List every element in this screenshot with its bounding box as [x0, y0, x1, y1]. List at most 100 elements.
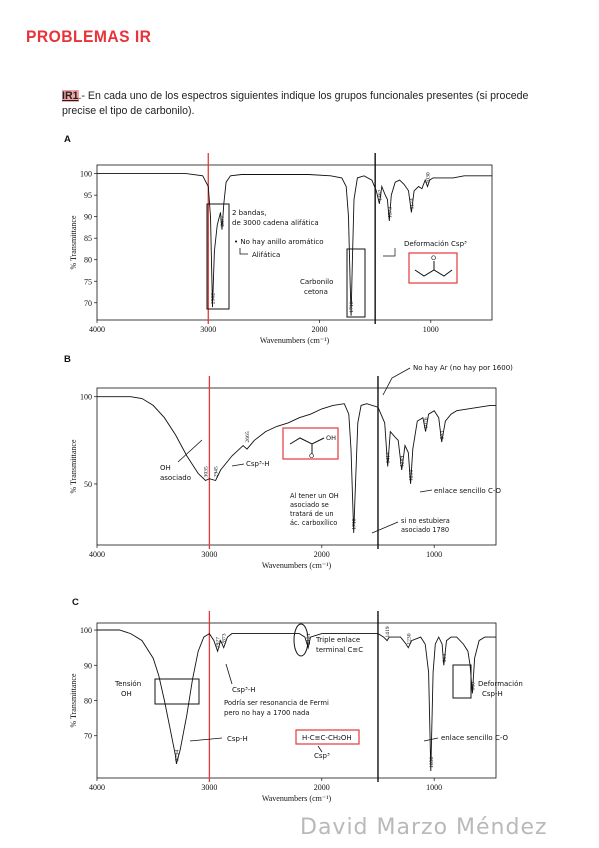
box-oh-stretch [154, 678, 200, 705]
arrow-deformation [383, 248, 396, 257]
peak-label: 914 [442, 654, 448, 663]
arrow-not-assoc [371, 521, 399, 534]
molecule-box-butanone [408, 252, 458, 284]
peak-label: 3294 [174, 750, 180, 761]
molecule-formula: H-C≡C-CH₂OH [302, 734, 352, 742]
problem-text: .- En cada uno de los espectros siguient… [62, 90, 529, 117]
note-csp3-h-c: Csp³-H [232, 686, 256, 694]
peak-label: 2121 [306, 633, 312, 644]
y-tick-label: 70 [84, 732, 92, 741]
x-tick-label: 4000 [89, 550, 105, 559]
oxygen-label: O [431, 254, 436, 262]
note-csp-h-bend-2: Csp-H [482, 690, 503, 698]
peak-label: 1030 [425, 172, 431, 183]
y-tick-label: 80 [84, 256, 92, 265]
note-not-assoc-2: asociado 1780 [401, 526, 449, 534]
carbonyl-o-label: O [309, 452, 314, 460]
problem-statement: IR1.- En cada uno de los espectros sigui… [62, 89, 542, 119]
spectrum-label-b: B [64, 354, 71, 365]
note-oh-stretch-1: Tensión [114, 680, 141, 688]
y-tick-label: 70 [84, 299, 92, 308]
arrow-csp3-b [231, 463, 245, 467]
oh-label: OH [326, 434, 336, 442]
y-axis-label: % Transmittance [69, 439, 78, 493]
spectrum-line [97, 396, 496, 533]
x-tick-label: 2000 [314, 550, 330, 559]
note-acid-2: asociado se [290, 501, 329, 509]
x-tick-label: 2000 [312, 325, 328, 334]
peak-label: 3035 [203, 466, 209, 477]
peak-label: 933 [440, 430, 446, 439]
y-tick-label: 85 [84, 234, 92, 243]
molecule-box-propargyl [295, 729, 360, 745]
x-tick-label: 3000 [201, 783, 217, 792]
arrow-no-aromatic [382, 367, 411, 396]
note-no-aromatic-b: No hay Ar (no hay por 1600) [413, 364, 513, 372]
box-csp-h-bend [452, 664, 472, 699]
note-fermi-2: pero no hay a 1700 nada [224, 709, 309, 717]
peak-label: 1289 [400, 456, 406, 467]
arrow-csp3-formula [317, 745, 323, 753]
y-tick-label: 90 [84, 213, 92, 222]
peak-label: 1414 [386, 452, 392, 463]
peak-label: 1373 [387, 207, 393, 218]
peak-label: 1174 [409, 198, 415, 209]
arrow-aliphatic [239, 248, 248, 255]
y-tick-label: 100 [80, 393, 92, 402]
x-axis-label: Wavenumbers (cm⁻¹) [262, 561, 332, 570]
spectrum-label-a: A [64, 134, 71, 145]
acetic-acid-structure [289, 437, 325, 454]
x-tick-label: 3000 [201, 550, 217, 559]
box-carbonyl [346, 248, 366, 318]
spectrum-c: 4000 3000 2000 1000 100 90 80 70 Wavenumbers (cm… [69, 611, 497, 803]
plot-frame [96, 387, 497, 546]
peak-label: 1230 [406, 633, 412, 644]
peak-label: 660 [470, 682, 476, 691]
spectrum-label-c: C [72, 597, 79, 608]
note-associated: asociado [160, 474, 191, 482]
note-csp-h-bend-1: Deformación [478, 680, 523, 688]
note-carbonyl: Carbonilo [300, 278, 333, 286]
peak-label: 1419 [385, 626, 391, 637]
note-fermi-1: Podría ser resonancia de Fermi [224, 699, 329, 707]
x-tick-label: 3000 [200, 325, 216, 334]
y-axis-label: % Transmittance [69, 215, 78, 269]
peak-label: 2665 [245, 431, 251, 442]
note-acid-1: Al tener un OH [290, 492, 339, 500]
note-oh-stretch-2: OH [121, 690, 132, 698]
page-title: PROBLEMAS IR [26, 27, 152, 46]
y-tick-label: 75 [84, 277, 92, 286]
peak-label: 1030 [429, 757, 435, 768]
peak-label: 1716 [352, 518, 358, 529]
x-tick-label: 2000 [314, 783, 330, 792]
note-no-aromatic: • No hay anillo aromático [234, 238, 324, 246]
box-ch-stretch [206, 203, 230, 310]
note-acid-4: ác. carboxílico [290, 519, 337, 527]
problem-tag: IR1 [62, 90, 79, 102]
x-tick-label: 1000 [426, 783, 442, 792]
note-ketone: cetona [304, 288, 328, 296]
peak-label: 1716 [349, 301, 355, 312]
peak-label: 2927 [216, 637, 222, 648]
spectrum-b: 4000 3000 2000 1000 100 50 Wavenumbers (cm⁻¹)%… [69, 376, 497, 570]
arrow-csp3-c [225, 663, 233, 685]
spectrum-a: 4000 3000 2000 1000 100 95 90 85 80 75 70 Wavenumbe… [69, 153, 493, 345]
note-acid-3: tratará de un [290, 510, 334, 518]
peak-label: 1210 [409, 470, 415, 481]
peak-label: 2877 [220, 215, 226, 226]
note-two-bands-2: de 3000 cadena alifática [232, 219, 319, 227]
x-tick-label: 1000 [426, 550, 442, 559]
peak-label: 2945 [214, 466, 220, 477]
x-tick-label: 4000 [89, 325, 105, 334]
peak-label: 1076 [424, 417, 430, 428]
x-axis-label: Wavenumbers (cm⁻¹) [260, 336, 330, 345]
note-csp3-c: Csp³ [314, 752, 330, 760]
note-oh: OH [160, 464, 171, 472]
note-not-assoc-1: si no estubiera [401, 517, 450, 525]
molecule-box-acetic-acid [282, 427, 339, 460]
note-triple-2: terminal C≡C [316, 646, 363, 654]
author-footer: David Marzo Méndez [300, 815, 548, 840]
note-c-o-b: enlace sencillo C-O [434, 487, 502, 495]
note-csp-h: Csp-H [227, 735, 248, 743]
